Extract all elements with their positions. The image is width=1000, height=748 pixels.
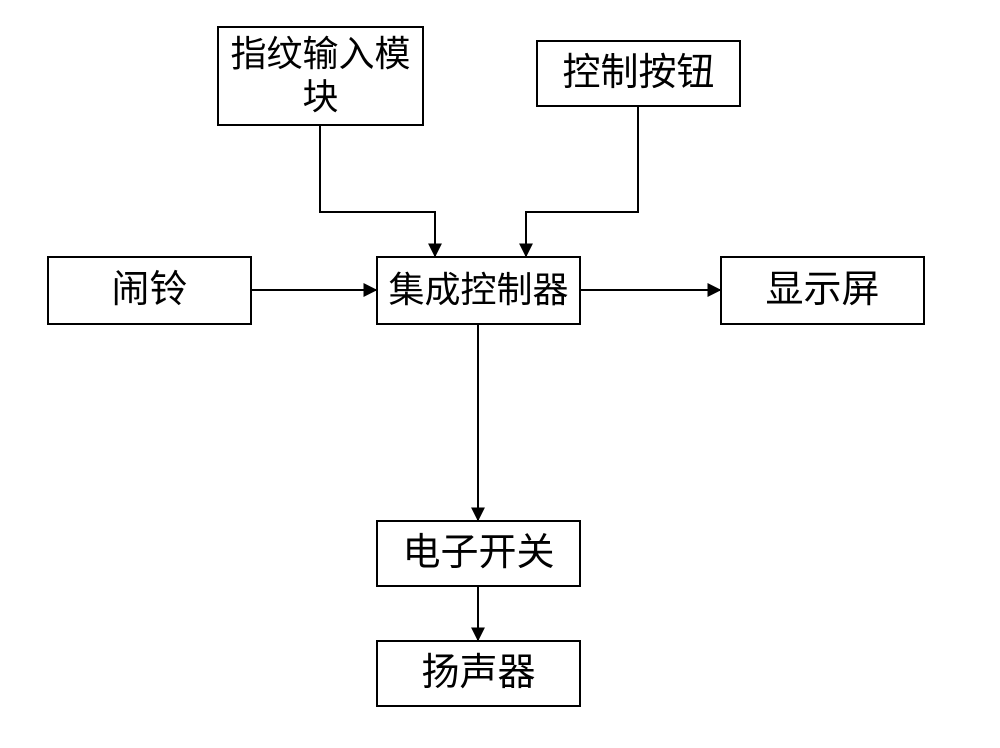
node-fingerprint-input-module: 指纹输入模块 bbox=[217, 26, 424, 126]
edges-layer bbox=[0, 0, 1000, 748]
edge-control_btn-to-controller bbox=[526, 107, 638, 256]
node-label: 闹铃 bbox=[111, 268, 187, 314]
node-integrated-controller: 集成控制器 bbox=[376, 256, 581, 325]
node-label: 指纹输入模块 bbox=[219, 33, 422, 119]
node-label: 控制按钮 bbox=[562, 51, 714, 97]
edge-fingerprint-to-controller bbox=[320, 126, 435, 256]
node-label: 扬声器 bbox=[421, 651, 535, 697]
node-control-button: 控制按钮 bbox=[536, 40, 741, 107]
node-display-screen: 显示屏 bbox=[720, 256, 925, 325]
node-label: 电子开关 bbox=[402, 531, 554, 577]
node-label: 显示屏 bbox=[765, 268, 879, 314]
node-speaker: 扬声器 bbox=[376, 640, 581, 707]
node-alarm: 闹铃 bbox=[47, 256, 252, 325]
node-label: 集成控制器 bbox=[388, 269, 568, 312]
diagram-canvas: 指纹输入模块 控制按钮 闹铃 集成控制器 显示屏 电子开关 扬声器 bbox=[0, 0, 1000, 748]
node-electronic-switch: 电子开关 bbox=[376, 520, 581, 587]
